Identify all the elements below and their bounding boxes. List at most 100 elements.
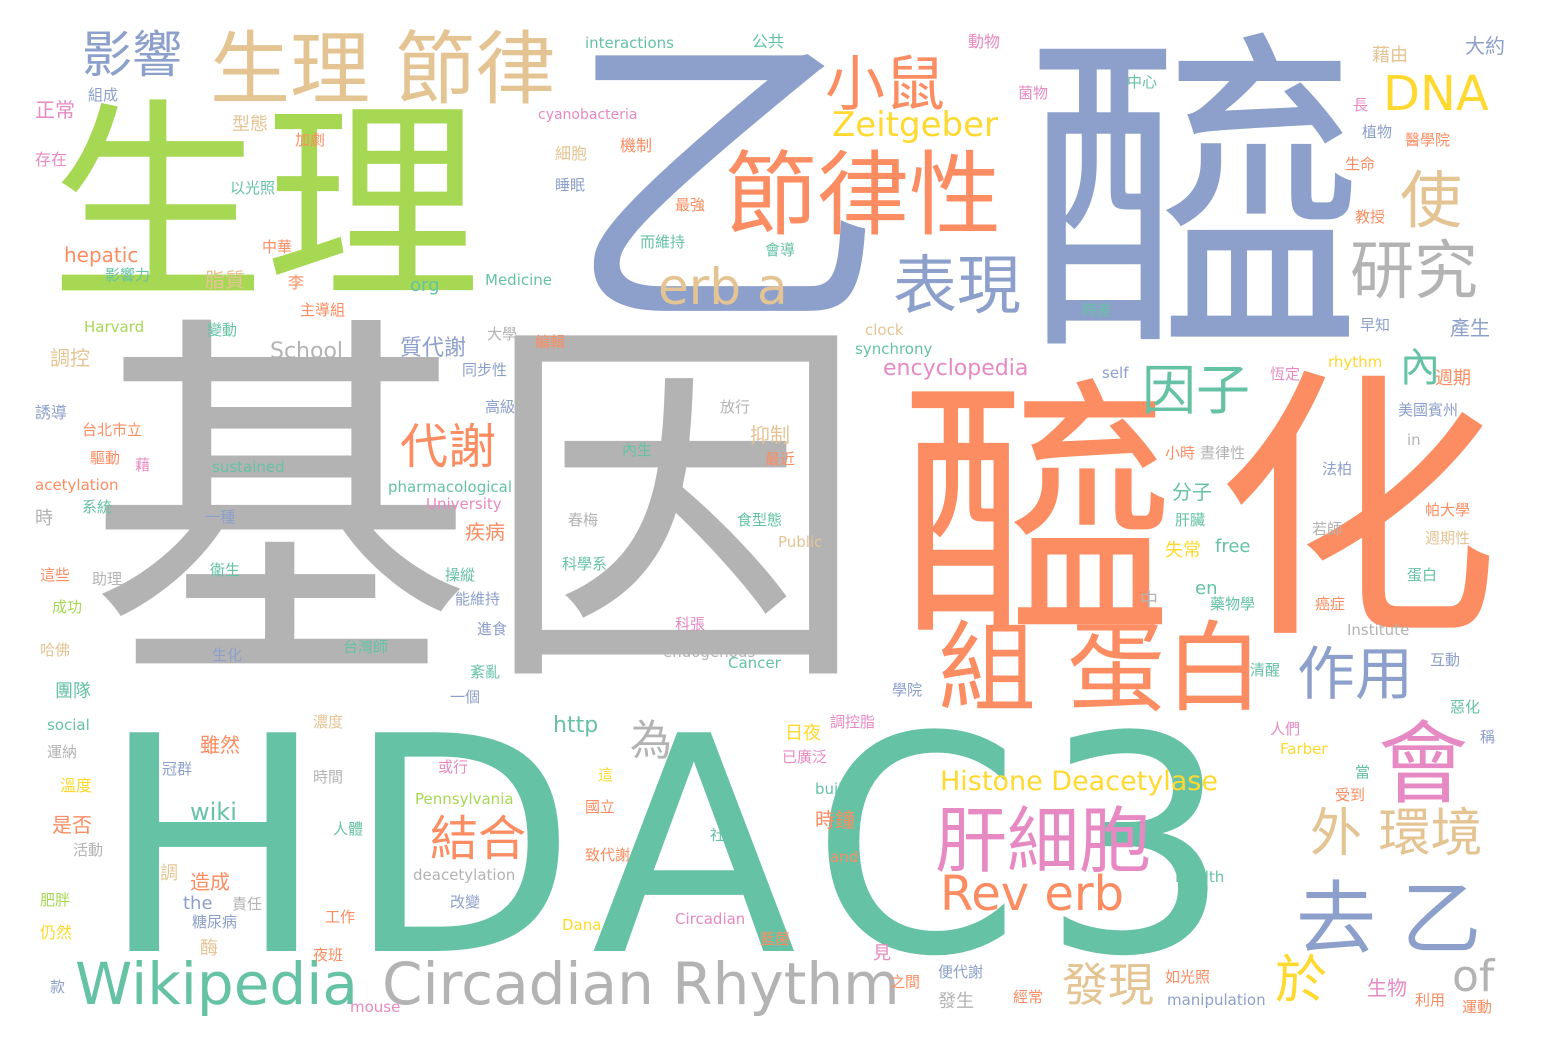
word-aizheng: 癌症 — [1315, 595, 1346, 613]
word-chang: 長 — [1353, 96, 1369, 114]
word-zhudaozu: 主導組 — [300, 301, 346, 319]
word-gonggong: 公共 — [752, 32, 785, 51]
word-chansheng: 產生 — [1450, 316, 1490, 340]
word-mouse: mouse — [350, 998, 401, 1016]
word-faxian: 發現 — [1062, 958, 1154, 1012]
word-sustained: sustained — [212, 458, 285, 476]
word-xueyuan: 學院 — [892, 681, 923, 699]
word-biandong: 變動 — [207, 321, 238, 339]
word-hua: 化 — [1215, 346, 1500, 678]
word-shengwu: 生物 — [1367, 976, 1407, 1000]
word-biandaixie: 便代謝 — [938, 963, 984, 981]
word-jiaoshou: 教授 — [1355, 208, 1386, 226]
word-kuan: 款 — [50, 978, 66, 996]
word-yi-large: 乙 — [565, 2, 885, 374]
word-yu: 於 — [1275, 951, 1328, 1011]
word-danbai-small: 蛋白 — [1407, 566, 1438, 584]
word-huodong: 活動 — [73, 841, 104, 859]
word-erb-a: erb a — [658, 258, 788, 316]
word-wenluan: 紊亂 — [470, 663, 501, 681]
word-tiaokong-small: 調控 — [50, 346, 90, 370]
word-wikipedia: Wikipedia — [75, 950, 358, 1018]
word-wendu: 溫度 — [60, 776, 93, 795]
word-clock: clock — [865, 321, 904, 339]
word-tiao: 調 — [160, 863, 178, 884]
word-yanjiu: 研究 — [1350, 235, 1478, 309]
word-zhoulvxing: 晝律性 — [1200, 444, 1246, 462]
word-circadian-small: Circadian — [675, 910, 746, 928]
word-wiki: wiki — [190, 798, 237, 826]
word-jibing: 疾病 — [465, 520, 505, 544]
word-shengming: 生命 — [1345, 155, 1376, 173]
word-in: in — [1407, 431, 1421, 449]
word-zhijian: 之間 — [890, 973, 921, 991]
word-neisheng: 內生 — [622, 441, 653, 459]
word-xitong: 系統 — [82, 498, 113, 516]
word-liyong: 利用 — [1415, 991, 1446, 1009]
word-yinzi: 因子 — [1142, 359, 1250, 422]
word-rev-erb: Rev erb — [940, 866, 1125, 922]
word-histone-deacetylase: Histone Deacetylase — [940, 766, 1218, 797]
word-shichang: 失常 — [1165, 540, 1201, 561]
word-nengweichi: 能維持 — [455, 590, 501, 608]
word-shizhong: 時鐘 — [815, 808, 855, 832]
word-endogenous: endogenous — [663, 643, 756, 661]
word-public: Public — [778, 533, 823, 551]
word-tuandui: 團隊 — [55, 681, 91, 702]
word-dana: Dana — [562, 916, 602, 934]
word-the: the — [183, 893, 213, 914]
word-xibao: 細胞 — [555, 144, 588, 163]
word-xingtai: 型態 — [232, 114, 268, 135]
word-synchrony: synchrony — [855, 340, 933, 358]
word-xi-blue: 醯 — [1025, 4, 1365, 400]
word-shi: 使 — [1400, 164, 1463, 237]
word-yiguangfan: 已廣泛 — [782, 748, 828, 766]
word-taiwanshi: 台灣師 — [343, 638, 389, 656]
word-lanjun: 藍菌 — [760, 930, 791, 948]
word-zuiqiang: 最強 — [675, 196, 706, 214]
word-zhizhi: 脂質 — [205, 268, 245, 292]
word-zhiwu: 植物 — [1362, 123, 1393, 141]
word-chenggong: 成功 — [52, 598, 83, 616]
word-jian: 見 — [873, 943, 891, 964]
word-org: org — [410, 275, 440, 296]
word-dang: 當 — [1355, 763, 1371, 781]
word-kexuexi: 科學系 — [562, 555, 608, 573]
word-yige: 一個 — [450, 688, 481, 706]
word-farber: Farber — [1280, 740, 1328, 758]
word-tangniaobing: 糖尿病 — [192, 913, 238, 931]
word-dayue: 大約 — [1465, 34, 1505, 58]
word-caozong: 操縱 — [445, 566, 476, 584]
word-jiehe: 結合 — [430, 811, 527, 867]
word-zhexie: 這些 — [40, 566, 71, 584]
word-xiaoshi: 小時 — [1165, 444, 1196, 462]
word-fangxing: 放行 — [720, 398, 751, 416]
word-yizhi: 抑制 — [750, 423, 790, 447]
word-hepatic: hepatic — [64, 243, 139, 267]
word-interactions: interactions — [585, 34, 674, 52]
word-guanqun: 冠群 — [162, 760, 193, 778]
word-qingxing: 清醒 — [1250, 661, 1281, 679]
word-gaibian: 改變 — [450, 893, 481, 911]
word-fabo: 法柏 — [1322, 460, 1353, 478]
word-zuijin: 最近 — [765, 450, 796, 468]
word-meiguo-binzhou: 美國賓州 — [1398, 401, 1459, 419]
word-youdao: 誘導 — [35, 403, 68, 422]
word-zhe: 這 — [598, 766, 614, 784]
word-biaoxian: 表現 — [893, 250, 1021, 324]
word-shuimian: 睡眠 — [555, 176, 586, 194]
word-shicha: 時差 — [1082, 301, 1113, 319]
word-school: School — [270, 339, 344, 364]
word-zaozhi: 早知 — [1360, 316, 1391, 334]
word-medicine: Medicine — [485, 271, 553, 289]
word-daixie: 代謝 — [400, 419, 497, 475]
word-li: 李 — [288, 273, 305, 292]
word-zhouqixing: 週期性 — [1425, 529, 1471, 547]
word-mei: 酶 — [200, 938, 218, 959]
word-zuoyong: 作用 — [1297, 640, 1414, 708]
word-pennsylvania: Pennsylvania — [415, 790, 514, 808]
word-dongwu: 動物 — [968, 32, 1001, 51]
word-qu-yi: 去 乙 — [1296, 873, 1482, 966]
word-and: and — [830, 848, 859, 866]
word-built: built — [815, 780, 849, 798]
